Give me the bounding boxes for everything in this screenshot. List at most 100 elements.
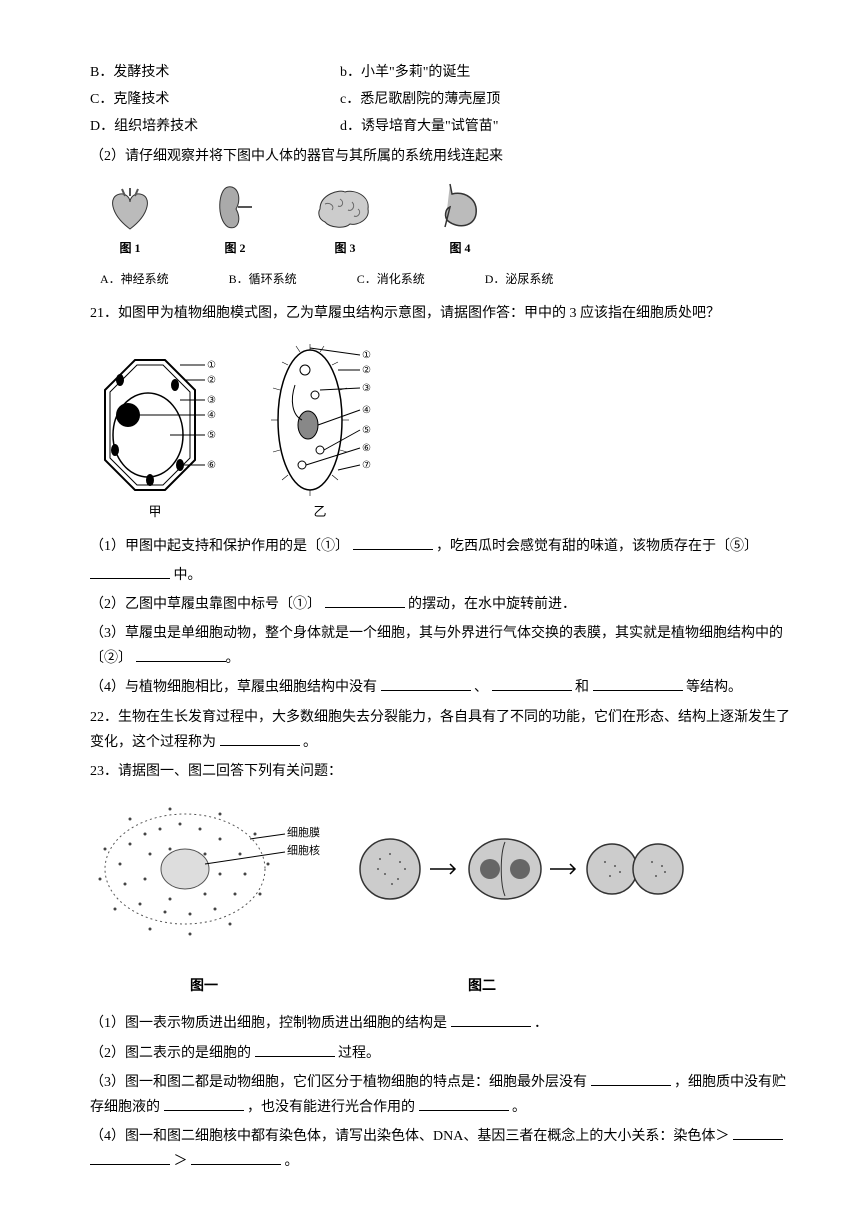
q22a: 22．生物在生长发育过程中，大多数细胞失去分裂能力，各自具有了不同的功能，它们在… [90, 710, 790, 750]
option-d-right: d．诱导培育大量"试管苗" [340, 114, 790, 139]
organ-label-1: 图 1 [119, 238, 140, 260]
q21-p3: （3）草履虫是单细胞动物，整个身体就是一个细胞，其与外界进行气体交换的表膜，其实… [90, 621, 790, 671]
svg-text:⑥: ⑥ [207, 460, 216, 471]
label-jia: 甲 [90, 500, 220, 523]
q21-p2b: 的摆动，在水中旋转前进． [408, 597, 576, 612]
q21-p1a: （1）甲图中起支持和保护作用的是〔①〕 [90, 539, 349, 554]
q23-p3a: （3）图一和图二都是动物细胞，它们区分于植物细胞的特点是：细胞最外层没有 [90, 1075, 587, 1090]
organ-label-3: 图 3 [334, 238, 355, 260]
blank [492, 675, 572, 691]
q21-p1-end: 中。 [174, 568, 202, 583]
svg-text:③: ③ [207, 395, 216, 406]
organ-stomach: 图 4 [430, 179, 490, 260]
organ-heart: 图 1 [100, 184, 160, 260]
organ-images: 图 1 图 2 图 3 图 4 [100, 179, 790, 260]
plant-cell-block: ① ② ③ ④ ⑤ ⑥ 甲 [90, 350, 220, 523]
q21-p4b: 、 [474, 680, 488, 695]
q22b: 。 [303, 735, 317, 750]
q23-p2: （2）图二表示的是细胞的 过程。 [90, 1041, 790, 1066]
nucleus-label: 细胞核 [287, 843, 320, 857]
brain-icon [310, 184, 380, 234]
option-d-left: D．组织培养技术 [90, 114, 340, 139]
cell-membrane-diagram: 细胞膜 细胞核 [90, 794, 320, 944]
paramecium-icon: ① ② ③ ④ ⑤ ⑥ ⑦ [260, 340, 380, 500]
organ-brain: 图 3 [310, 184, 380, 260]
stomach-icon [430, 179, 490, 234]
fig1-caption: 图一 [190, 974, 218, 999]
q21-p4d: 等结构。 [686, 680, 742, 695]
blank [593, 675, 683, 691]
system-a: A．神经系统 [100, 269, 169, 291]
q23-p3d: 。 [512, 1100, 526, 1115]
option-c-left: C．克隆技术 [90, 87, 340, 112]
svg-text:①: ① [207, 360, 216, 371]
svg-text:②: ② [362, 365, 371, 376]
cell-diagrams: ① ② ③ ④ ⑤ ⑥ 甲 ① [90, 340, 790, 523]
blank [255, 1041, 335, 1057]
svg-text:⑦: ⑦ [362, 460, 371, 471]
system-d: D．泌尿系统 [485, 269, 554, 291]
q23-p1a: （1）图一表示物质进出细胞，控制物质进出细胞的结构是 [90, 1016, 447, 1031]
q21-p1b: ，吃西瓜时会感觉有甜的味道，该物质存在于〔⑤〕 [436, 539, 758, 554]
system-labels: A．神经系统 B．循环系统 C．消化系统 D．泌尿系统 [100, 269, 790, 291]
organ-kidney: 图 2 [210, 179, 260, 260]
q2-intro: （2）请仔细观察并将下图中人体的器官与其所属的系统用线连起来 [90, 144, 790, 169]
blank [90, 563, 170, 579]
svg-text:④: ④ [207, 410, 216, 421]
blank [220, 730, 300, 746]
option-b-left: B．发酵技术 [90, 60, 340, 85]
option-d: D．组织培养技术 d．诱导培育大量"试管苗" [90, 114, 790, 139]
svg-text:①: ① [362, 350, 371, 361]
blank [381, 675, 471, 691]
q23-p4b: ＞ [174, 1154, 188, 1169]
blank [325, 592, 405, 608]
fig2-caption: 图二 [468, 974, 496, 999]
blank [451, 1011, 531, 1027]
option-c: C．克隆技术 c．悉尼歌剧院的薄壳屋顶 [90, 87, 790, 112]
q23-figures: 细胞膜 细胞核 [90, 794, 790, 944]
blank [90, 1149, 170, 1165]
q23-p3c: ，也没有能进行光合作用的 [247, 1100, 415, 1115]
paramecium-block: ① ② ③ ④ ⑤ ⑥ ⑦ 乙 [260, 340, 380, 523]
plant-cell-icon: ① ② ③ ④ ⑤ ⑥ [90, 350, 220, 500]
q21-p1: （1）甲图中起支持和保护作用的是〔①〕 ，吃西瓜时会感觉有甜的味道，该物质存在于… [90, 534, 790, 559]
heart-icon [100, 184, 160, 234]
system-b: B．循环系统 [229, 269, 297, 291]
q21-p2: （2）乙图中草履虫靠图中标号〔①〕 的摆动，在水中旋转前进． [90, 592, 790, 617]
q23-p2a: （2）图二表示的是细胞的 [90, 1046, 251, 1061]
blank [164, 1095, 244, 1111]
blank [419, 1095, 509, 1111]
svg-text:⑤: ⑤ [362, 425, 371, 436]
organ-label-4: 图 4 [449, 238, 470, 260]
blank [591, 1070, 671, 1086]
blank [353, 534, 433, 550]
svg-text:⑥: ⑥ [362, 443, 371, 454]
blank [733, 1124, 783, 1140]
q23-p1: （1）图一表示物质进出细胞，控制物质进出细胞的结构是 ． [90, 1011, 790, 1036]
system-c: C．消化系统 [357, 269, 425, 291]
q23-p3: （3）图一和图二都是动物细胞，它们区分于植物细胞的特点是：细胞最外层没有 ，细胞… [90, 1070, 790, 1120]
q21-stem: 21．如图甲为植物细胞模式图，乙为草履虫结构示意图，请据图作答：甲中的 3 应该… [90, 301, 790, 326]
q23-p2b: 过程。 [338, 1046, 380, 1061]
q23-p1b: ． [534, 1016, 548, 1031]
q23-p4: （4）图一和图二细胞核中都有染色体，请写出染色体、DNA、基因三者在概念上的大小… [90, 1124, 790, 1174]
option-c-right: c．悉尼歌剧院的薄壳屋顶 [340, 87, 790, 112]
q22: 22．生物在生长发育过程中，大多数细胞失去分裂能力，各自具有了不同的功能，它们在… [90, 705, 790, 755]
q21-p1-line2: 中。 [90, 563, 790, 588]
option-b-right: b．小羊"多莉"的诞生 [340, 60, 790, 85]
q21-p4: （4）与植物细胞相比，草履虫细胞结构中没有 、 和 等结构。 [90, 675, 790, 700]
label-yi: 乙 [260, 500, 380, 523]
q21-p4c: 和 [575, 680, 589, 695]
svg-text:③: ③ [362, 383, 371, 394]
q21-p4a: （4）与植物细胞相比，草履虫细胞结构中没有 [90, 680, 377, 695]
blank [136, 646, 226, 662]
option-b: B．发酵技术 b．小羊"多莉"的诞生 [90, 60, 790, 85]
svg-text:⑤: ⑤ [207, 430, 216, 441]
q21-p2a: （2）乙图中草履虫靠图中标号〔①〕 [90, 597, 321, 612]
q23-p4c: 。 [285, 1154, 299, 1169]
svg-text:④: ④ [362, 405, 371, 416]
svg-text:②: ② [207, 375, 216, 386]
q23-p4a: （4）图一和图二细胞核中都有染色体，请写出染色体、DNA、基因三者在概念上的大小… [90, 1129, 729, 1144]
membrane-label: 细胞膜 [287, 826, 320, 839]
cell-division-diagram [350, 814, 690, 924]
